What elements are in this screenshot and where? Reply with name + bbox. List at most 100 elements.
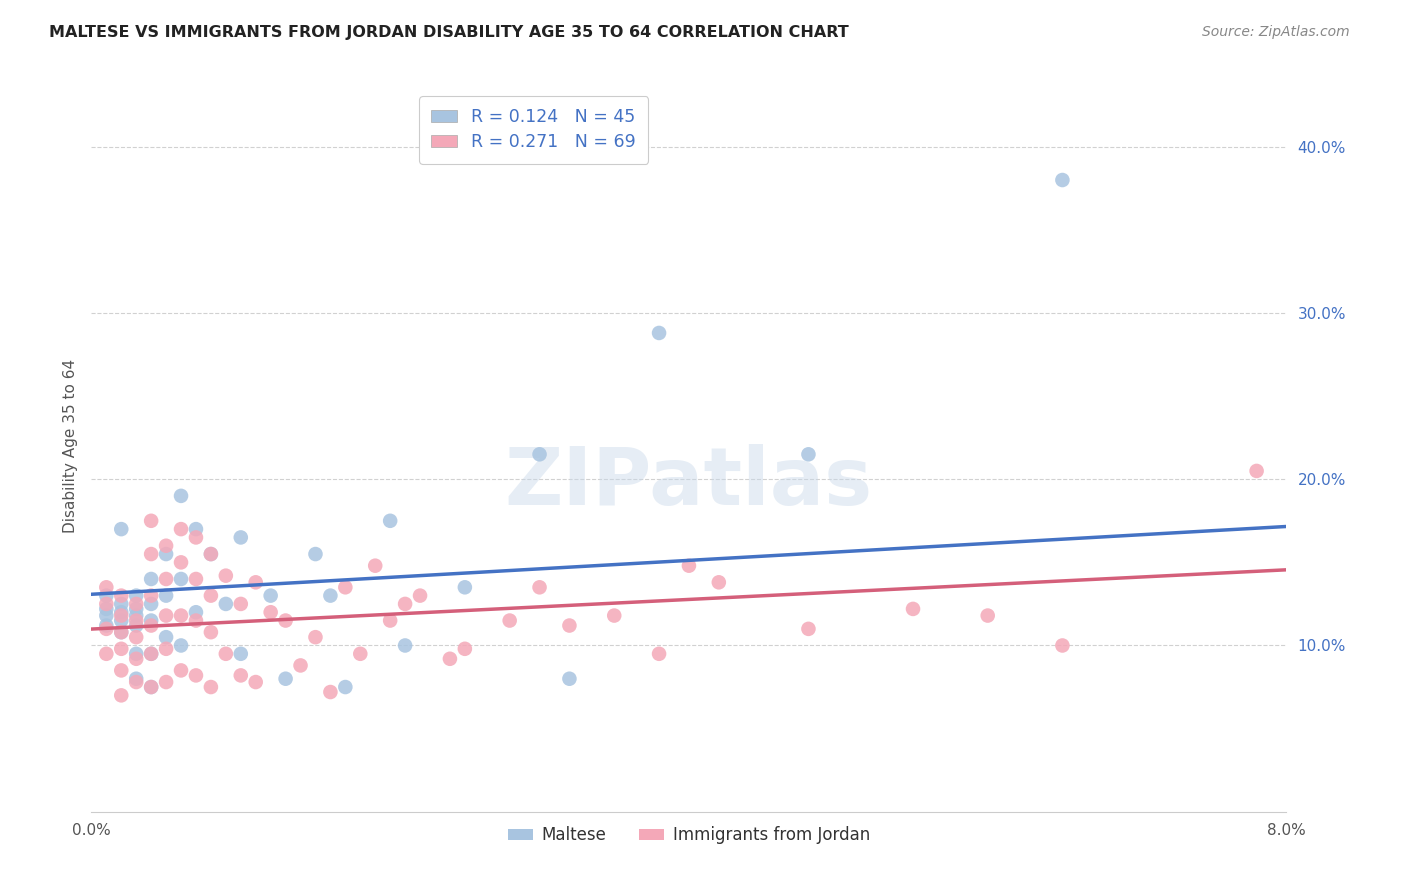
Point [96,647,118,661]
Legend: Maltese, Immigrants from Jordan: Maltese, Immigrants from Jordan [501,820,877,851]
Point [364,558,387,573]
Point [200,625,222,640]
Point [215,568,238,582]
Point [394,597,416,611]
Point [141,680,162,694]
Point [96,580,118,594]
Point [349,647,371,661]
Point [96,608,118,623]
Point [229,647,252,661]
Point [335,580,357,594]
Point [110,664,132,678]
Point [125,608,148,623]
Point [184,614,207,628]
Point [96,597,118,611]
Point [1246,464,1268,478]
Point [245,575,267,590]
Point [155,547,177,561]
Point [335,680,357,694]
Point [648,326,671,340]
Point [125,602,148,616]
Point [141,572,162,586]
Point [141,589,162,603]
Point [141,618,162,632]
Text: Source: ZipAtlas.com: Source: ZipAtlas.com [1202,25,1350,39]
Point [141,614,162,628]
Point [229,668,252,682]
Point [529,447,551,461]
Point [229,597,252,611]
Point [125,589,148,603]
Point [229,530,252,544]
Point [96,602,118,616]
Point [290,658,312,673]
Point [319,589,342,603]
Point [184,668,207,682]
Point [170,555,193,569]
Point [125,647,148,661]
Point [170,522,193,536]
Point [394,639,416,653]
Point [110,614,132,628]
Point [170,489,193,503]
Point [125,614,148,628]
Point [96,589,118,603]
Point [110,689,132,703]
Point [529,580,551,594]
Point [1052,639,1074,653]
Point [707,575,730,590]
Point [797,622,820,636]
Point [200,547,222,561]
Point [901,602,924,616]
Point [274,672,297,686]
Point [184,522,207,536]
Point [110,589,132,603]
Point [125,630,148,644]
Point [409,589,432,603]
Point [259,589,281,603]
Point [141,547,162,561]
Point [141,647,162,661]
Point [141,680,162,694]
Point [155,539,177,553]
Point [155,608,177,623]
Point [141,514,162,528]
Point [125,597,148,611]
Point [976,608,998,623]
Point [170,664,193,678]
Point [304,547,326,561]
Point [498,614,520,628]
Point [378,514,402,528]
Point [170,572,193,586]
Point [558,672,581,686]
Text: ZIPatlas: ZIPatlas [505,443,873,522]
Point [648,647,671,661]
Point [184,572,207,586]
Point [184,530,207,544]
Point [125,618,148,632]
Point [110,641,132,656]
Point [125,652,148,666]
Point [155,572,177,586]
Point [155,641,177,656]
Point [259,605,281,619]
Point [603,608,626,623]
Point [200,680,222,694]
Point [319,685,342,699]
Point [304,630,326,644]
Point [110,605,132,619]
Point [110,522,132,536]
Point [558,618,581,632]
Point [274,614,297,628]
Point [1052,173,1074,187]
Point [454,641,477,656]
Point [454,580,477,594]
Point [96,622,118,636]
Point [110,625,132,640]
Point [110,597,132,611]
Point [110,608,132,623]
Point [155,589,177,603]
Point [141,647,162,661]
Point [170,608,193,623]
Point [215,647,238,661]
